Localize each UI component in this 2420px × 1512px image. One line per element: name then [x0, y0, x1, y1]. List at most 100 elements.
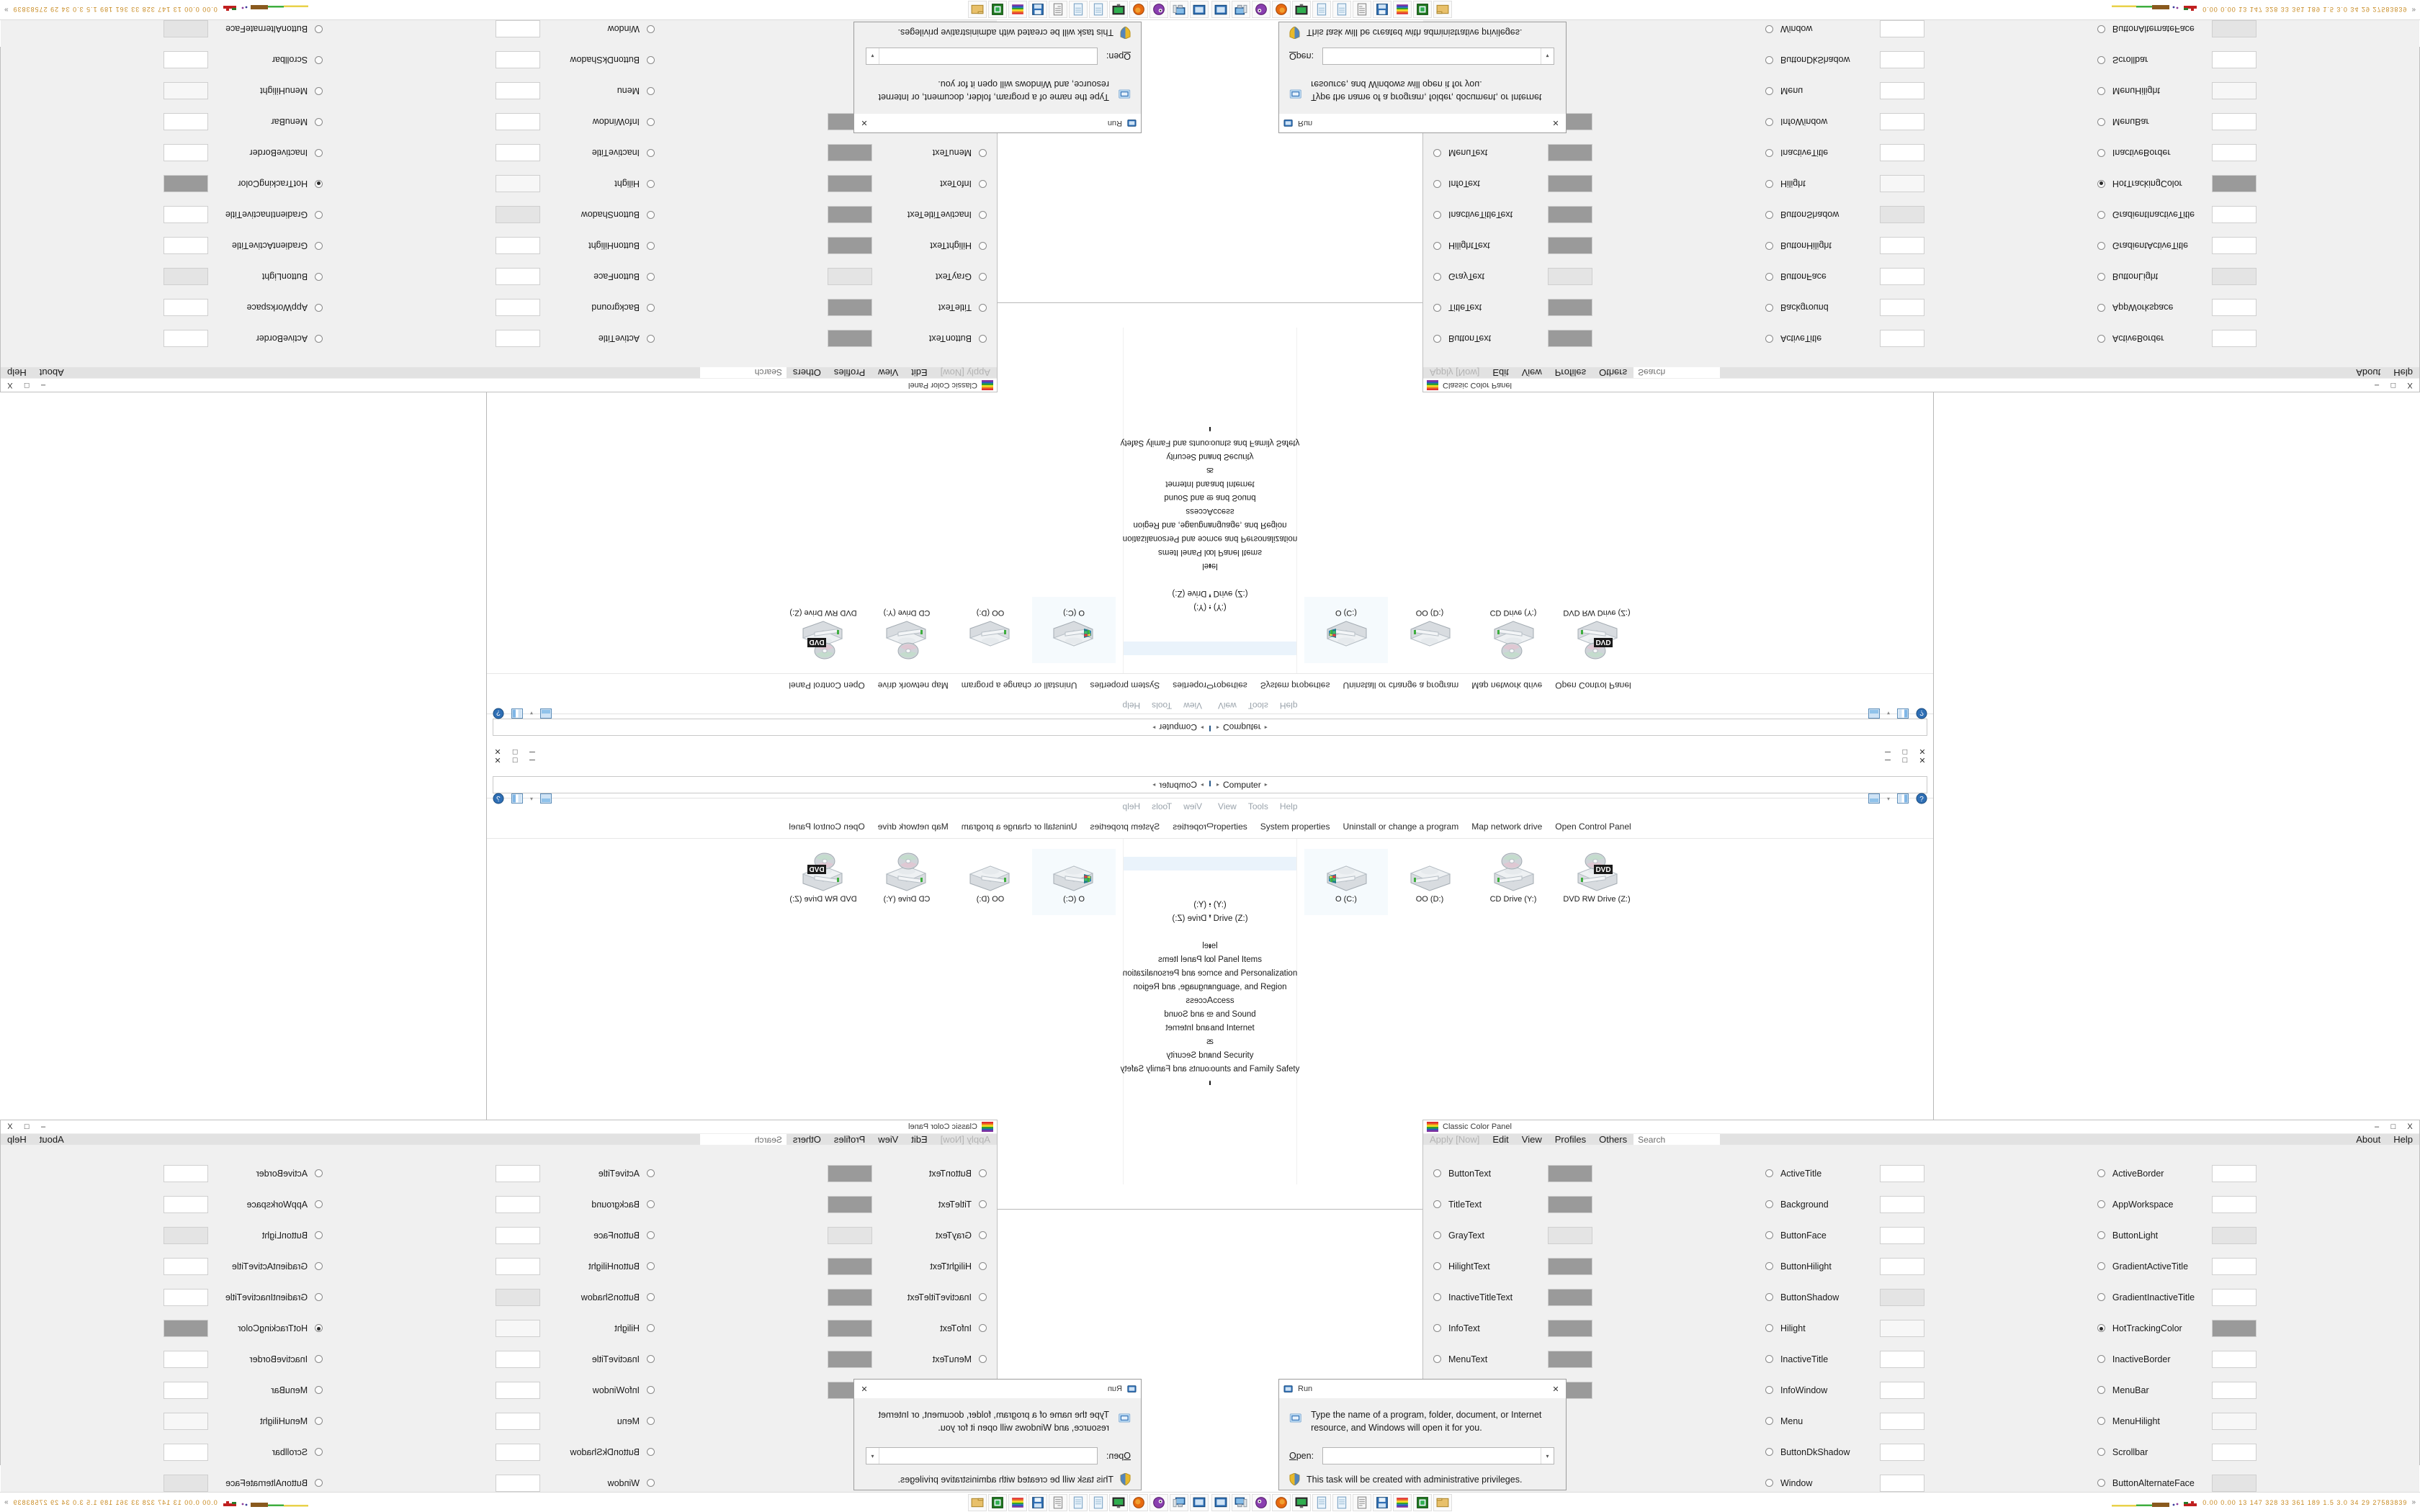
color-row-infotext[interactable]: InfoText: [1433, 168, 1755, 199]
color-radio-activetitle[interactable]: [647, 1169, 655, 1177]
color-radio-background[interactable]: [647, 1200, 655, 1208]
explorer-maximize-button[interactable]: □: [512, 756, 518, 765]
run-dialog-close-button[interactable]: ✕: [1552, 1385, 1559, 1394]
color-row-activeborder[interactable]: ActiveBorder: [2097, 1158, 2419, 1189]
color-radio-activeborder[interactable]: [2097, 335, 2105, 343]
color-swatch-appworkspace[interactable]: [2211, 1195, 2257, 1213]
color-row-inactivetitle[interactable]: InactiveTitle: [1765, 138, 2087, 168]
notepad-task-1[interactable]: [1312, 1, 1331, 19]
color-swatch-inactivetitle[interactable]: [496, 1350, 541, 1368]
address-caret-1[interactable]: ▸: [1216, 724, 1220, 731]
tree-item-control-panel[interactable]: Control Panel: [1210, 939, 1296, 953]
color-row-inactivetitletext[interactable]: InactiveTitleText: [1433, 199, 1755, 230]
color-row-scrollbar[interactable]: Scrollbar: [2097, 45, 2419, 76]
tree-item-network-and-internet[interactable]: Network and Internet: [1210, 1021, 1296, 1035]
color-radio-buttonhilight[interactable]: [1765, 1262, 1773, 1270]
color-swatch-inactiveborder[interactable]: [2211, 144, 2257, 162]
taskbar-items[interactable]: [1210, 1493, 1452, 1511]
run-dialog-task[interactable]: [1190, 1, 1209, 19]
color-swatch-graytext[interactable]: [828, 268, 872, 286]
color-radio-inactiveborder[interactable]: [315, 149, 323, 157]
color-radio-menu[interactable]: [1765, 1417, 1773, 1425]
color-swatch-background[interactable]: [1879, 299, 1924, 317]
color-swatch-gradientactivetitle[interactable]: [163, 1257, 209, 1275]
run-dialog-close-button[interactable]: ✕: [861, 118, 868, 127]
preview-pane-icon[interactable]: [540, 708, 552, 719]
explorer-task[interactable]: [968, 1493, 987, 1511]
cmd-uninstall[interactable]: Uninstall or change a program: [1343, 680, 1459, 691]
color-swatch-menuhilight[interactable]: [163, 82, 209, 100]
document-task[interactable]: [1049, 1, 1067, 19]
color-swatch-inactiveborder[interactable]: [163, 1350, 209, 1368]
menu-tools[interactable]: Tools: [1247, 801, 1268, 811]
color-radio-background[interactable]: [1765, 304, 1773, 312]
color-swatch-inactivetitletext[interactable]: [828, 1288, 872, 1306]
ccp-column-3[interactable]: ActiveBorder AppWorkspace ButtonLight Gradi…: [2087, 1158, 2419, 1512]
tree-item-ease-of-access[interactable]: Ease of Access: [1210, 994, 1296, 1007]
menu-help[interactable]: Help: [1279, 701, 1298, 711]
system-tray[interactable]: 0.00 0.00 13 147 328 33 361 189 1.5 3.0 …: [0, 5, 308, 15]
color-row-hottrackingcolor[interactable]: HotTrackingColor: [1, 168, 323, 199]
drive-tile-dvd-rw-drive-z[interactable]: DVD DVD RW Drive (Z:): [781, 597, 865, 663]
explorer-navigation-bar[interactable]: ← → ▸ Computer ▸: [1210, 714, 1933, 741]
color-swatch-infowindow[interactable]: [1879, 1381, 1924, 1399]
color-row-menuhilight[interactable]: MenuHilight: [1, 1405, 323, 1436]
color-radio-buttonshadow[interactable]: [1765, 211, 1773, 219]
chevron-down-icon[interactable]: ▾: [866, 1448, 879, 1464]
menu-tools[interactable]: Tools: [1152, 801, 1173, 811]
ccp-menu-profiles[interactable]: Profiles: [1554, 1134, 1587, 1145]
color-swatch-inactivetitletext[interactable]: [1548, 1288, 1592, 1306]
color-swatch-hilight[interactable]: [1879, 175, 1924, 193]
color-row-buttonshadow[interactable]: ButtonShadow: [1765, 199, 2087, 230]
color-radio-appworkspace[interactable]: [2097, 304, 2105, 312]
explorer-task[interactable]: [968, 1, 987, 19]
color-radio-buttontext[interactable]: [979, 1169, 987, 1177]
explorer-view-toggles[interactable]: ▾ ?: [493, 793, 552, 804]
address-caret-2[interactable]: ▸: [1264, 781, 1268, 788]
explorer-window[interactable]: ─ □ ✕ ← → ▸ Computer: [1210, 302, 1934, 756]
tree-item-recycle-bin[interactable]: Recycle Bin: [1210, 423, 1296, 436]
color-row-buttonface[interactable]: ButtonFace: [333, 1220, 655, 1251]
color-radio-titletext[interactable]: [979, 1200, 987, 1208]
tree-item-network-and-internet[interactable]: Network and Internet: [1124, 477, 1210, 491]
color-row-buttonface[interactable]: ButtonFace: [333, 261, 655, 292]
tree-item-dvd-rw-drive-z[interactable]: DVD RW Drive (Z:): [1210, 912, 1296, 925]
color-swatch-menuhilight[interactable]: [2211, 82, 2257, 100]
color-row-menutext[interactable]: MenuText: [665, 138, 987, 168]
color-radio-menu[interactable]: [1765, 87, 1773, 95]
desktop-quadrant-bottom-right[interactable]: ─ □ ✕ ← → ▸ Computer: [1210, 756, 2420, 1512]
color-radio-buttonhilight[interactable]: [647, 1262, 655, 1270]
color-swatch-buttondkshadow[interactable]: [1879, 1443, 1924, 1461]
color-swatch-buttonalternateface[interactable]: [2211, 1474, 2257, 1492]
monitor-task[interactable]: [1109, 1493, 1128, 1511]
color-row-buttontext[interactable]: ButtonText: [1433, 323, 1755, 354]
color-radio-inactiveborder[interactable]: [315, 1355, 323, 1363]
color-row-titletext[interactable]: TitleText: [1433, 1189, 1755, 1220]
color-radio-activeborder[interactable]: [315, 335, 323, 343]
menu-view[interactable]: View: [1183, 701, 1202, 711]
color-row-infotext[interactable]: InfoText: [1433, 1313, 1755, 1344]
color-swatch-inactivetitletext[interactable]: [828, 206, 872, 224]
run-open-input[interactable]: ▾: [866, 47, 1098, 65]
tree-item-desktop[interactable]: Desktop: [1124, 843, 1210, 857]
tree-item-clock-language-and-region[interactable]: Clock, Language, and Region: [1124, 518, 1210, 532]
color-radio-hilighttext[interactable]: [1433, 242, 1441, 250]
tree-item-network[interactable]: Network: [1124, 925, 1210, 939]
color-row-hilighttext[interactable]: HilightText: [1433, 1251, 1755, 1282]
color-row-buttonlight[interactable]: ButtonLight: [2097, 1220, 2419, 1251]
color-swatch-menu[interactable]: [496, 1412, 541, 1430]
taskbar-items[interactable]: [968, 1, 1210, 19]
color-row-buttonhilight[interactable]: ButtonHilight: [333, 1251, 655, 1282]
color-radio-hilighttext[interactable]: [1433, 1262, 1441, 1270]
tree-item-system-and-security[interactable]: System and Security: [1124, 450, 1210, 464]
tree-item-network[interactable]: Network: [1124, 573, 1210, 587]
color-row-background[interactable]: Background: [333, 292, 655, 323]
ccp-menu-help[interactable]: Help: [2393, 1134, 2413, 1145]
help-icon[interactable]: ?: [493, 793, 504, 804]
tree-item-dvd-rw-drive-z[interactable]: DVD RW Drive (Z:): [1210, 587, 1296, 600]
color-row-hilighttext[interactable]: HilightText: [1433, 230, 1755, 261]
color-swatch-menu[interactable]: [496, 82, 541, 100]
color-row-gradientactivetitle[interactable]: GradientActiveTitle: [2097, 230, 2419, 261]
color-row-appworkspace[interactable]: AppWorkspace: [2097, 1189, 2419, 1220]
address-caret-1[interactable]: ▸: [1200, 781, 1204, 788]
